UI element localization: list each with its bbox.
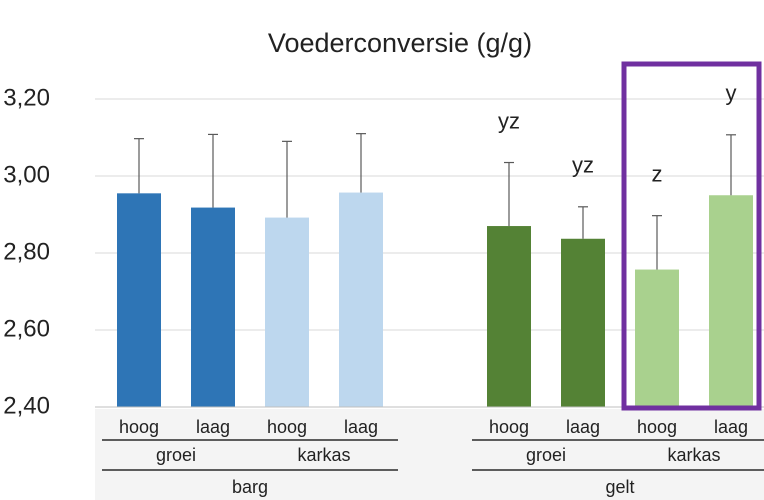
bar [635,269,679,407]
subgroup-label: karkas [667,445,720,465]
bar [117,193,161,407]
bar [265,217,309,407]
x-tick-label: hoog [119,417,159,437]
group-label: gelt [605,477,634,497]
bar [561,238,605,407]
significance-letter: z [652,161,663,186]
x-tick-label: hoog [637,417,677,437]
x-tick-label: laag [344,417,378,437]
x-tick-label: laag [714,417,748,437]
bar [487,226,531,407]
y-tick-label: 3,20 [3,84,50,111]
y-tick-label: 2,60 [3,315,50,342]
x-tick-label: hoog [267,417,307,437]
subgroup-label: karkas [297,445,350,465]
y-tick-label: 3,00 [3,161,50,188]
significance-letter: yz [498,108,520,133]
subgroup-label: groei [526,445,566,465]
significance-letter: y [726,81,737,106]
x-tick-label: hoog [489,417,529,437]
category-area [95,409,764,500]
y-tick-label: 2,80 [3,238,50,265]
bar [709,195,753,407]
group-label: barg [232,477,268,497]
y-tick-label: 2,40 [3,392,50,419]
significance-letter: yz [572,153,594,178]
highlight-box [621,61,762,411]
x-tick-label: laag [196,417,230,437]
bar [191,207,235,407]
bar [339,192,383,407]
x-tick-label: laag [566,417,600,437]
chart-title: Voederconversie (g/g) [268,28,532,58]
subgroup-label: groei [156,445,196,465]
